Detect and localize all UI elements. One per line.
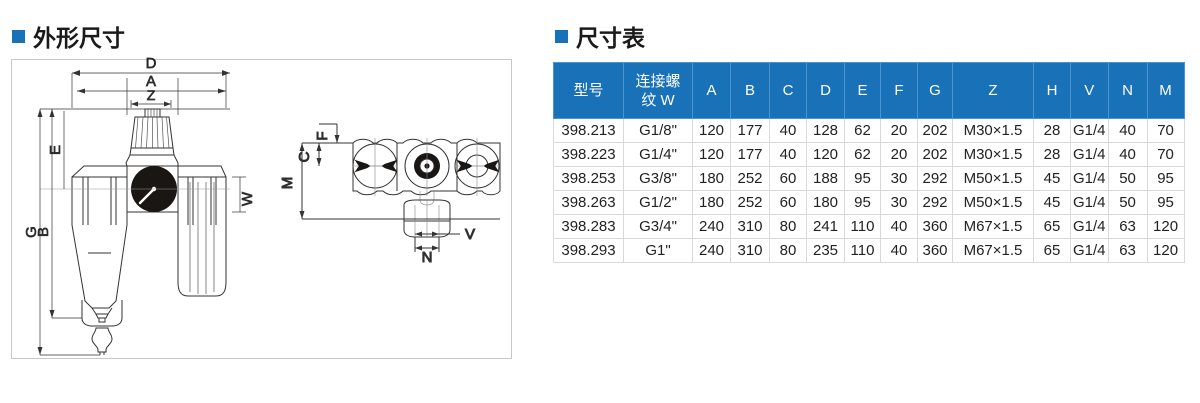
- svg-text:D: D: [146, 55, 157, 72]
- svg-text:V: V: [465, 226, 475, 243]
- svg-text:E: E: [47, 145, 64, 155]
- svg-text:F: F: [314, 131, 331, 140]
- svg-text:B: B: [35, 227, 52, 237]
- svg-text:Z: Z: [147, 87, 156, 103]
- svg-text:N: N: [422, 249, 433, 266]
- svg-text:W: W: [239, 191, 256, 206]
- svg-text:M: M: [279, 177, 296, 190]
- svg-text:C: C: [296, 151, 313, 162]
